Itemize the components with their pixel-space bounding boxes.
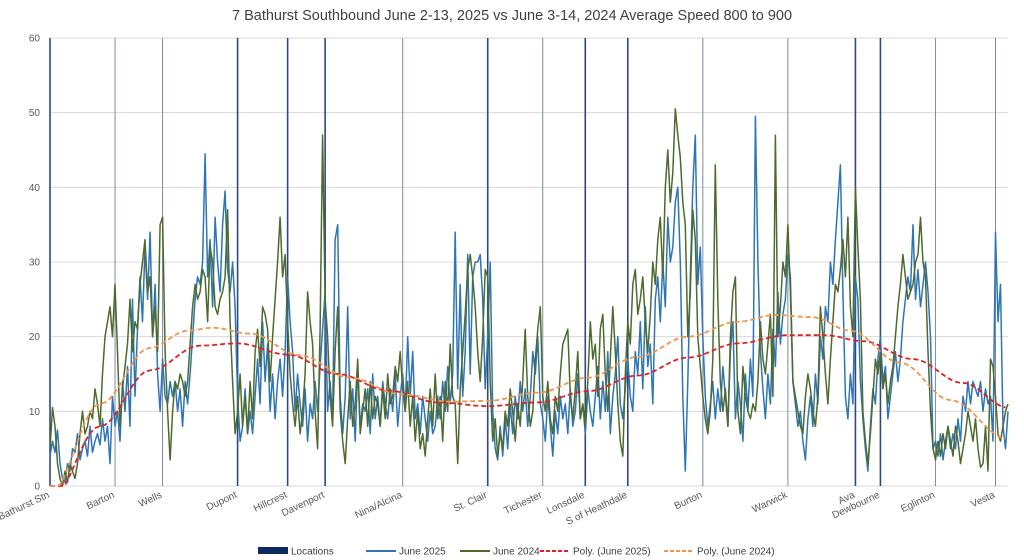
y-tick-label: 20 — [29, 332, 41, 343]
y-tick-label: 10 — [29, 407, 41, 418]
y-tick-label: 30 — [29, 258, 41, 269]
legend-swatch — [258, 547, 288, 554]
legend-label: Poly. (June 2025) — [573, 547, 651, 558]
series-line-poly-june-2025 — [50, 334, 1006, 487]
series-line-poly-june-2024 — [50, 314, 1006, 487]
legend-item: Poly. (June 2024) — [664, 547, 775, 558]
x-tick-label: Wells — [137, 490, 164, 510]
x-tick-label: Eglinton — [899, 490, 936, 515]
legend-label: Poly. (June 2024) — [697, 547, 775, 558]
x-tick-label: Vesta — [969, 490, 997, 511]
x-tick-label: Warwick — [751, 489, 790, 515]
x-tick-label: St. Clair — [452, 489, 489, 514]
legend-label: Locations — [291, 547, 334, 558]
series-line-june-2024 — [49, 108, 1009, 487]
y-tick-label: 60 — [29, 34, 41, 45]
x-tick-label: Dewbourne — [831, 490, 882, 522]
chart-title: 7 Bathurst Southbound June 2-13, 2025 vs… — [232, 8, 792, 24]
legend-item: June 2025 — [366, 547, 446, 558]
legend-label: June 2024 — [493, 547, 540, 558]
x-tick-label: Tichester — [502, 489, 544, 516]
y-axis-ticks: 0 10 20 30 40 50 60 — [29, 34, 41, 493]
legend-item: June 2024 — [460, 547, 540, 558]
legend: Locations June 2025 June 2024 Poly. (June 2… — [258, 547, 775, 558]
y-tick-label: 40 — [29, 183, 41, 194]
x-tick-label: Burton — [673, 490, 704, 512]
x-axis-labels: Bathurst Stn Barton Wells Dupont HillcrestDa… — [0, 489, 997, 527]
legend-item: Poly. (June 2025) — [540, 547, 651, 558]
legend-item: Locations — [258, 547, 334, 558]
x-tick-label: Barton — [85, 490, 116, 512]
series-group — [49, 108, 1009, 487]
x-tick-label: Dupont — [205, 490, 239, 514]
x-tick-label: Nina/Alcina — [353, 490, 404, 522]
y-tick-label: 0 — [34, 482, 40, 493]
x-tick-label: Davenport — [280, 490, 327, 520]
y-tick-label: 50 — [29, 108, 41, 119]
legend-label: June 2025 — [399, 547, 446, 558]
x-tick-label: Bathurst Stn — [0, 490, 51, 523]
